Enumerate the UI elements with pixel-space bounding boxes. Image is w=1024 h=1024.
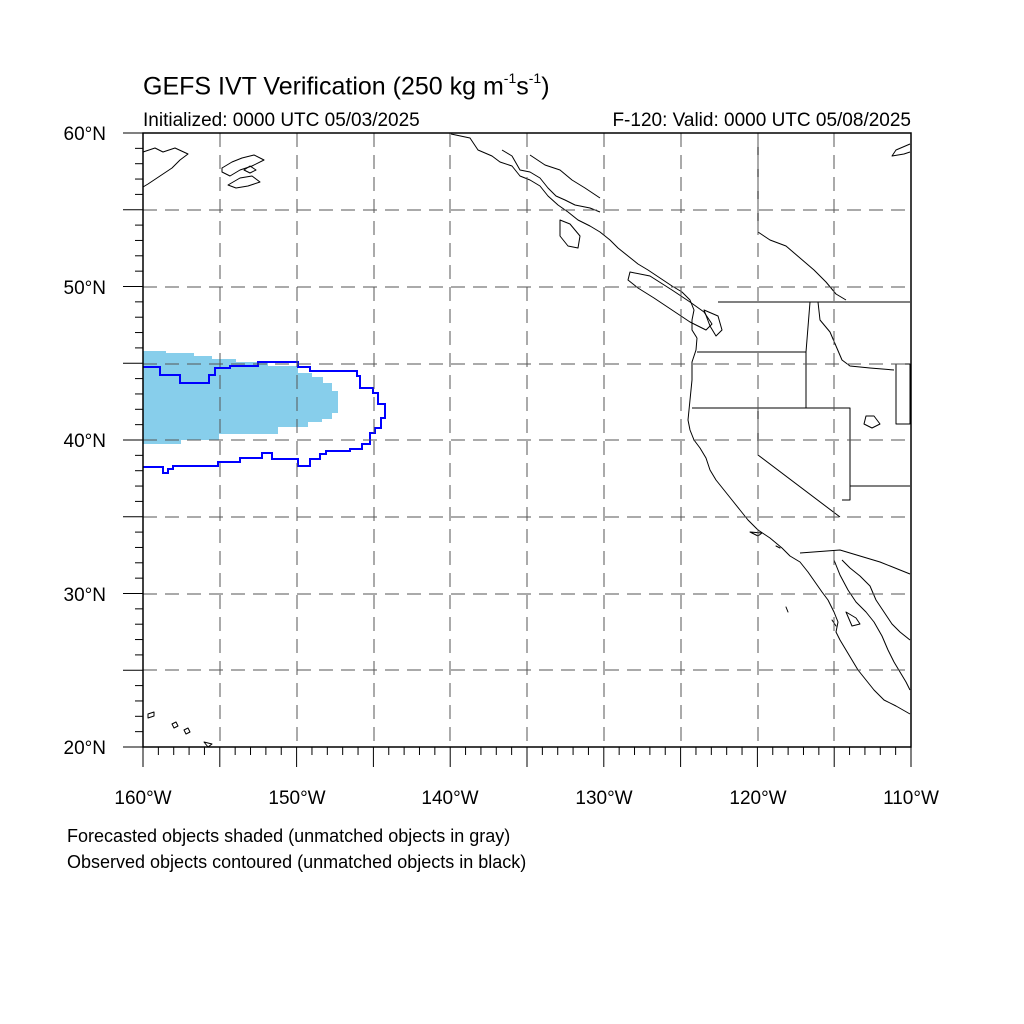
page-title: GEFS IVT Verification (250 kg m-1s-1) <box>143 70 550 101</box>
lon-label: 120°W <box>729 788 786 809</box>
forecast-object <box>143 351 338 444</box>
lat-label: 40°N <box>64 431 106 452</box>
lon-label: 160°W <box>114 788 171 809</box>
lat-labels: 60°N 50°N 40°N 30°N 20°N <box>64 124 106 759</box>
lat-label: 60°N <box>64 124 106 145</box>
lon-label: 130°W <box>575 788 632 809</box>
lat-label: 30°N <box>64 585 106 606</box>
observed-object-contour <box>143 361 386 474</box>
lon-label: 140°W <box>421 788 478 809</box>
axis-ticks <box>123 132 912 767</box>
initialized-label: Initialized: 0000 UTC 05/03/2025 <box>143 110 420 131</box>
lon-label: 110°W <box>883 788 939 809</box>
lat-label: 20°N <box>64 738 106 759</box>
gridlines <box>143 133 911 747</box>
lon-labels: 160°W 150°W 140°W 130°W 120°W 110°W <box>114 788 939 809</box>
coastlines <box>142 133 911 748</box>
caption-forecast: Forecasted objects shaded (unmatched obj… <box>67 826 511 846</box>
lat-label: 50°N <box>64 278 106 299</box>
caption-observed: Observed objects contoured (unmatched ob… <box>67 852 527 872</box>
valid-time-label: F-120: Valid: 0000 UTC 05/08/2025 <box>612 110 911 131</box>
lon-label: 150°W <box>268 788 325 809</box>
